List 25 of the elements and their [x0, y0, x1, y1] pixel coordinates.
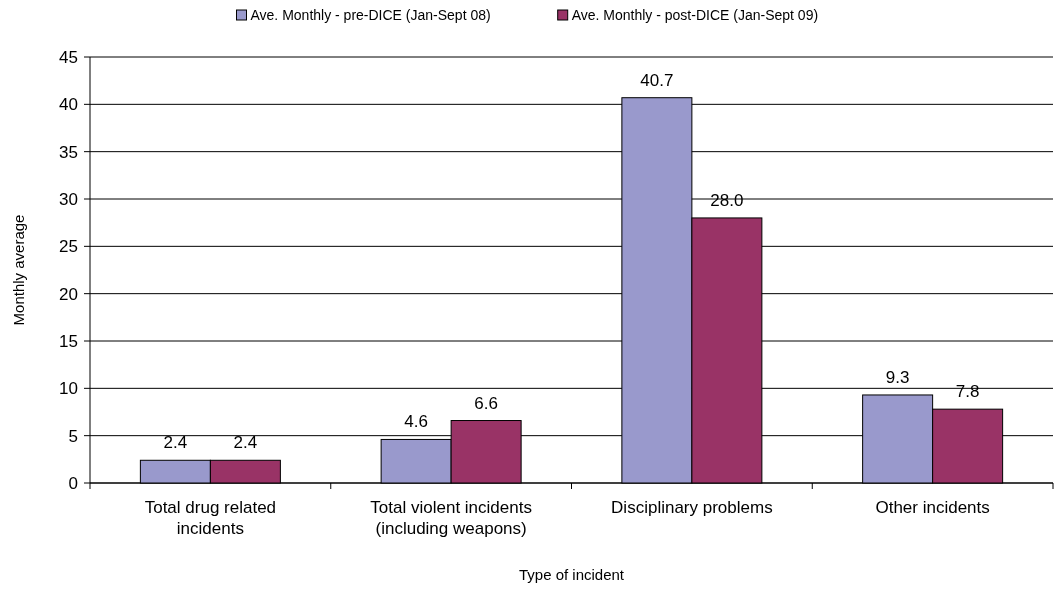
- data-label: 2.4: [163, 433, 188, 453]
- y-tick-label: 25: [59, 237, 78, 257]
- x-tick-label: Other incidents: [875, 498, 990, 517]
- y-tick-label: 20: [59, 284, 78, 304]
- data-label: 40.7: [640, 70, 674, 90]
- y-tick-label: 30: [59, 190, 78, 209]
- y-tick-label: 45: [59, 48, 78, 67]
- legend-label: Ave. Monthly - pre-DICE (Jan-Sept 08): [250, 7, 491, 23]
- data-label: 28.0: [710, 190, 744, 210]
- y-tick-label: 5: [68, 426, 78, 446]
- y-tick-label: 0: [68, 474, 78, 493]
- data-label: 2.4: [233, 433, 258, 453]
- data-label: 9.3: [885, 367, 910, 387]
- y-tick-label: 35: [59, 142, 78, 162]
- x-axis-title: Type of incident: [518, 566, 625, 583]
- data-label: 4.6: [404, 412, 428, 432]
- x-tick-label: Total drug related incidents: [144, 498, 277, 538]
- x-tick-label: Disciplinary problems: [611, 498, 773, 517]
- y-tick-label: 15: [59, 332, 78, 351]
- y-tick-label: 10: [59, 379, 78, 399]
- y-tick-label: 40: [59, 95, 78, 115]
- legend-label: Ave. Monthly - post-DICE (Jan-Sept 09): [571, 7, 819, 23]
- x-tick-label: Total violent incidents (including weapons): [370, 498, 532, 538]
- y-axis-title: Monthly average: [10, 214, 27, 326]
- data-label: 6.6: [474, 393, 498, 413]
